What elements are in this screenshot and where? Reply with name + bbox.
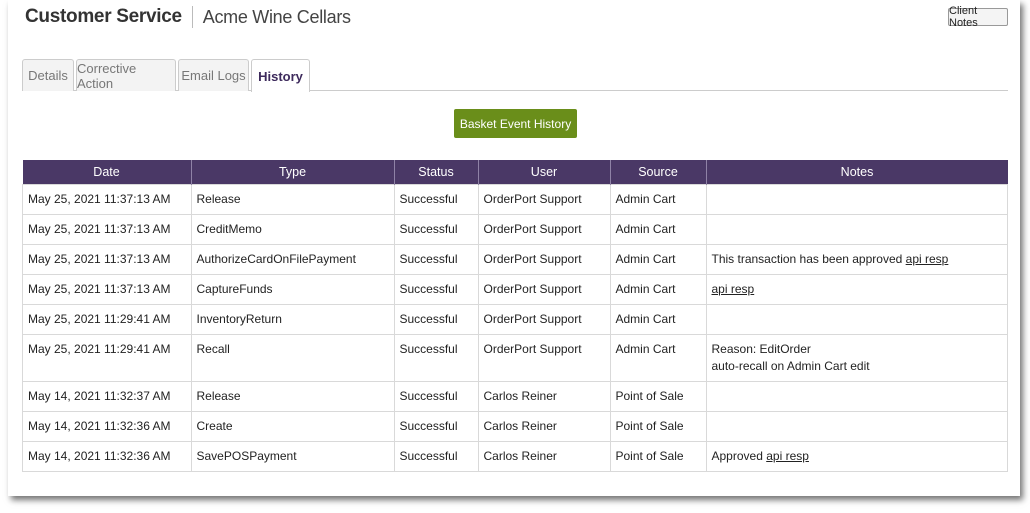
- history-table: Date Type Status User Source Notes May 2…: [22, 160, 1008, 472]
- cell-status: Successful: [393, 184, 479, 215]
- tab-history[interactable]: History: [251, 59, 310, 92]
- cell-date: May 14, 2021 11:32:37 AM: [22, 381, 192, 412]
- table-row: May 25, 2021 11:37:13 AM CreditMemo Succes…: [22, 214, 1008, 245]
- table-row: May 14, 2021 11:32:36 AM SavePOSPayment Su…: [22, 441, 1008, 472]
- column-header-notes: Notes: [706, 160, 1008, 185]
- cell-user: OrderPort Support: [477, 244, 611, 275]
- cell-notes: Approved api resp: [705, 441, 1008, 472]
- api-resp-link[interactable]: api resp: [766, 449, 809, 463]
- notes-text-line2: auto-recall on Admin Cart edit: [711, 359, 870, 373]
- cell-notes: Reason: EditOrder auto-recall on Admin Ca…: [705, 334, 1008, 382]
- title-divider: [191, 6, 193, 28]
- cell-status: Successful: [393, 381, 479, 412]
- api-resp-link[interactable]: api resp: [905, 252, 949, 266]
- cell-source: Admin Cart: [609, 334, 707, 382]
- table-row: May 25, 2021 11:37:13 AM Release Successfu…: [22, 184, 1008, 215]
- cell-status: Successful: [393, 214, 479, 245]
- tab-corrective-action[interactable]: Corrective Action: [76, 59, 176, 91]
- cell-type: Recall: [190, 334, 395, 382]
- column-header-type: Type: [191, 160, 395, 185]
- cell-type: CaptureFunds: [190, 274, 395, 305]
- table-row: May 25, 2021 11:37:13 AM CaptureFunds Succ…: [22, 274, 1008, 305]
- cell-user: OrderPort Support: [477, 274, 611, 305]
- cell-source: Point of Sale: [609, 381, 707, 412]
- cell-status: Successful: [393, 441, 479, 472]
- notes-text: This transaction has been approved: [711, 252, 903, 266]
- table-row: May 14, 2021 11:32:37 AM Release Successfu…: [22, 381, 1008, 412]
- cell-date: May 25, 2021 11:37:13 AM: [22, 214, 192, 245]
- cell-date: May 25, 2021 11:37:13 AM: [22, 244, 192, 275]
- page-header: Customer Service Acme Wine Cellars: [25, 4, 351, 30]
- table-row: May 25, 2021 11:37:13 AM AuthorizeCardOnF…: [22, 244, 1008, 275]
- cell-status: Successful: [393, 334, 479, 382]
- cell-user: OrderPort Support: [477, 304, 611, 335]
- column-header-date: Date: [22, 160, 192, 185]
- cell-notes: [705, 184, 1008, 215]
- api-resp-link[interactable]: api resp: [711, 282, 755, 296]
- cell-date: May 25, 2021 11:29:41 AM: [22, 304, 192, 335]
- table-header-row: Date Type Status User Source Notes: [22, 160, 1008, 185]
- cell-notes: api resp: [705, 274, 1008, 305]
- column-header-user: User: [478, 160, 611, 185]
- cell-status: Successful: [393, 244, 479, 275]
- cell-user: OrderPort Support: [477, 184, 611, 215]
- cell-date: May 25, 2021 11:29:41 AM: [22, 334, 192, 382]
- cell-user: Carlos Reiner: [477, 441, 611, 472]
- column-header-source: Source: [610, 160, 707, 185]
- cell-notes: [705, 214, 1008, 245]
- cell-notes: [705, 381, 1008, 412]
- client-name: Acme Wine Cellars: [202, 6, 351, 27]
- cell-date: May 14, 2021 11:32:36 AM: [22, 441, 192, 472]
- cell-notes: This transaction has been approved api r…: [705, 244, 1008, 275]
- tab-details[interactable]: Details: [22, 59, 74, 91]
- notes-text: Approved: [711, 449, 763, 463]
- page-title: Customer Service: [25, 6, 182, 27]
- client-notes-button[interactable]: Client Notes: [948, 5, 1008, 29]
- basket-event-history-button[interactable]: Basket Event History: [454, 109, 577, 138]
- table-row: May 25, 2021 11:29:41 AM InventoryReturn S…: [22, 304, 1008, 335]
- cell-type: Release: [190, 381, 395, 412]
- cell-source: Point of Sale: [609, 441, 707, 472]
- tab-bar: Details Corrective Action Email Logs His…: [22, 59, 1008, 92]
- tab-email-logs[interactable]: Email Logs: [178, 59, 249, 91]
- cell-notes: [705, 411, 1008, 442]
- cell-date: May 25, 2021 11:37:13 AM: [22, 274, 192, 305]
- cell-date: May 14, 2021 11:32:36 AM: [22, 411, 192, 442]
- cell-status: Successful: [393, 304, 479, 335]
- cell-type: AuthorizeCardOnFilePayment: [190, 244, 395, 275]
- cell-status: Successful: [393, 274, 479, 305]
- cell-type: Release: [190, 184, 395, 215]
- cell-type: CreditMemo: [190, 214, 395, 245]
- cell-type: SavePOSPayment: [190, 441, 395, 472]
- cell-source: Admin Cart: [609, 304, 707, 335]
- cell-source: Admin Cart: [609, 274, 707, 305]
- column-header-status: Status: [394, 160, 479, 185]
- cell-source: Admin Cart: [609, 214, 707, 245]
- cell-user: Carlos Reiner: [477, 411, 611, 442]
- cell-user: OrderPort Support: [477, 334, 611, 382]
- notes-text: Reason: EditOrder: [711, 342, 811, 356]
- cell-notes: [705, 304, 1008, 335]
- cell-date: May 25, 2021 11:37:13 AM: [22, 184, 192, 215]
- cell-user: Carlos Reiner: [477, 381, 611, 412]
- table-row: May 25, 2021 11:29:41 AM Recall Successful…: [22, 334, 1008, 382]
- table-row: May 14, 2021 11:32:36 AM Create Successful…: [22, 411, 1008, 442]
- cell-type: InventoryReturn: [190, 304, 395, 335]
- cell-source: Admin Cart: [609, 244, 707, 275]
- cell-type: Create: [190, 411, 395, 442]
- cell-status: Successful: [393, 411, 479, 442]
- cell-user: OrderPort Support: [477, 214, 611, 245]
- cell-source: Point of Sale: [609, 411, 707, 442]
- cell-source: Admin Cart: [609, 184, 707, 215]
